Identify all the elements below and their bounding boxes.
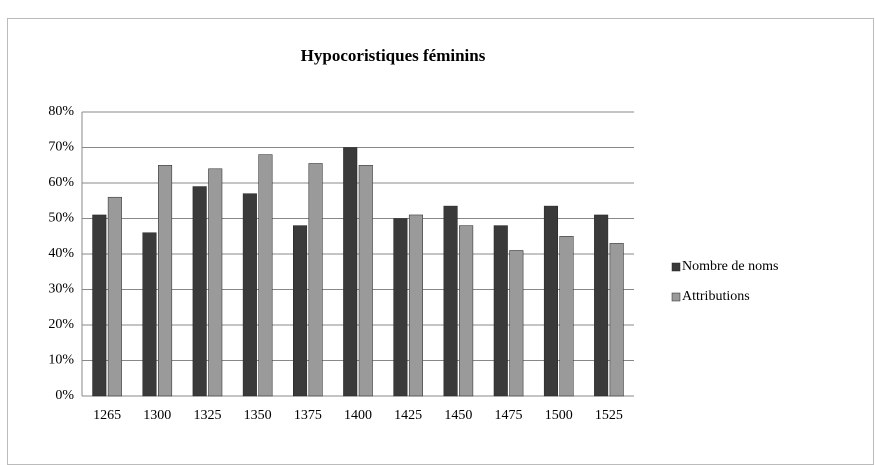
bar xyxy=(443,205,458,397)
x-tick-label: 1375 xyxy=(294,408,322,423)
bar xyxy=(258,154,273,397)
y-tick-label: 70% xyxy=(48,140,74,155)
x-tick-label: 1265 xyxy=(93,408,121,423)
x-tick-label: 1500 xyxy=(545,408,573,423)
y-tick-label: 60% xyxy=(48,175,74,190)
bar xyxy=(358,165,373,397)
x-tick-label: 1300 xyxy=(143,408,171,423)
bar xyxy=(208,168,223,397)
legend-swatch xyxy=(671,292,681,302)
y-tick-label: 50% xyxy=(48,211,74,226)
y-tick-label: 10% xyxy=(48,353,74,368)
legend-swatch xyxy=(671,262,681,272)
x-tick-label: 1450 xyxy=(444,408,472,423)
bar xyxy=(92,214,107,397)
chart-title: Hypocoristiques féminins xyxy=(301,46,486,65)
y-tick-label: 20% xyxy=(48,317,74,332)
bar xyxy=(393,218,408,397)
legend-label: Attributions xyxy=(682,289,750,304)
x-tick-label: 1475 xyxy=(495,408,523,423)
y-tick-label: 40% xyxy=(48,246,74,261)
y-tick-label: 0% xyxy=(55,388,74,403)
x-tick-label: 1425 xyxy=(394,408,422,423)
x-tick-label: 1400 xyxy=(344,408,372,423)
bar xyxy=(543,205,558,397)
bar xyxy=(242,193,257,397)
bar xyxy=(594,214,609,397)
bar xyxy=(142,232,157,397)
bar xyxy=(308,163,323,397)
bar xyxy=(343,147,358,397)
bar xyxy=(559,236,574,397)
legend-label: Nombre de noms xyxy=(682,259,778,274)
x-tick-label: 1525 xyxy=(595,408,623,423)
bar xyxy=(493,225,508,397)
bar xyxy=(509,250,524,397)
x-tick-label: 1350 xyxy=(244,408,272,423)
bar xyxy=(459,225,474,397)
x-tick-label: 1325 xyxy=(193,408,221,423)
bar xyxy=(192,186,207,397)
bar xyxy=(107,196,122,397)
bar xyxy=(158,165,173,397)
y-tick-label: 30% xyxy=(48,282,74,297)
bar xyxy=(293,225,308,397)
bar xyxy=(609,243,624,397)
bar xyxy=(408,214,423,397)
y-tick-label: 80% xyxy=(48,104,74,119)
chart-frame xyxy=(7,18,874,465)
